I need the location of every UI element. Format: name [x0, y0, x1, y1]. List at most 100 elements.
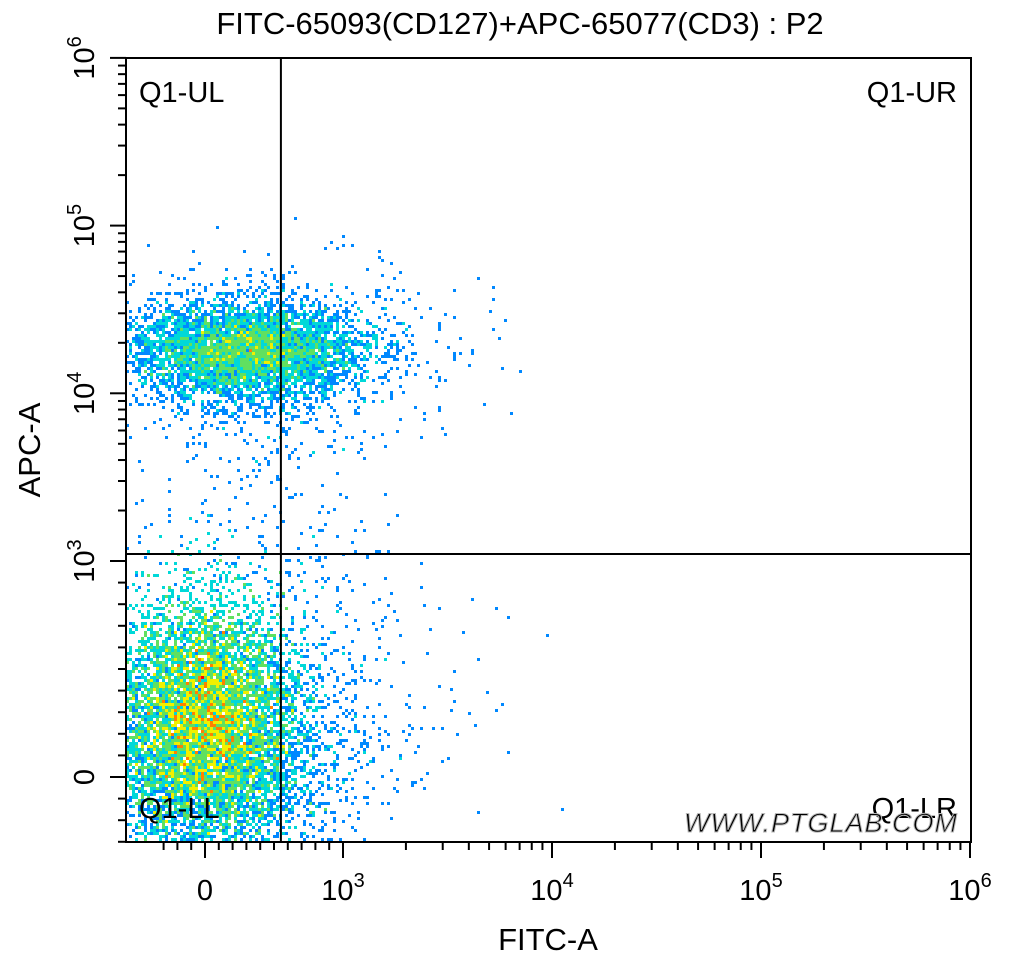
- event-cell: [156, 706, 159, 709]
- event-cell: [375, 295, 378, 298]
- event-cell: [225, 295, 228, 298]
- event-cell: [213, 694, 216, 697]
- event-cell: [291, 319, 294, 322]
- event-cell: [291, 694, 294, 697]
- event-cell: [195, 376, 198, 379]
- event-cell: [249, 667, 252, 670]
- event-cell: [255, 688, 258, 691]
- event-cell: [282, 334, 285, 337]
- event-cell: [294, 391, 297, 394]
- event-cell: [243, 673, 246, 676]
- event-cell: [180, 664, 183, 667]
- event-cell: [243, 745, 246, 748]
- event-cell: [231, 343, 234, 346]
- event-cell: [132, 319, 135, 322]
- event-cell: [240, 331, 243, 334]
- event-cell: [207, 637, 210, 640]
- event-cell: [261, 652, 264, 655]
- event-cell: [255, 355, 258, 358]
- event-cell: [282, 355, 285, 358]
- event-cell: [192, 319, 195, 322]
- event-cell: [168, 703, 171, 706]
- event-cell: [237, 745, 240, 748]
- event-cell: [129, 622, 132, 625]
- event-cell: [225, 682, 228, 685]
- event-cell: [273, 664, 276, 667]
- event-cell: [132, 709, 135, 712]
- event-cell: [309, 361, 312, 364]
- event-cell: [315, 325, 318, 328]
- event-cell: [156, 715, 159, 718]
- event-cell: [243, 586, 246, 589]
- event-cell: [198, 724, 201, 727]
- event-cell: [423, 412, 426, 415]
- event-cell: [414, 373, 417, 376]
- event-cell: [273, 304, 276, 307]
- event-cell: [273, 385, 276, 388]
- event-cell: [378, 376, 381, 379]
- event-cell: [453, 289, 456, 292]
- event-cell: [285, 700, 288, 703]
- event-cell: [231, 712, 234, 715]
- event-cell: [315, 376, 318, 379]
- event-cell: [183, 655, 186, 658]
- event-cell: [198, 709, 201, 712]
- event-cell: [267, 664, 270, 667]
- event-cell: [324, 397, 327, 400]
- event-cell: [243, 361, 246, 364]
- event-cell: [180, 394, 183, 397]
- event-cell: [276, 331, 279, 334]
- event-cell: [150, 604, 153, 607]
- event-cell: [255, 646, 258, 649]
- event-cell: [285, 709, 288, 712]
- event-cell: [129, 730, 132, 733]
- event-cell: [213, 304, 216, 307]
- event-cell: [219, 739, 222, 742]
- event-cell: [222, 730, 225, 733]
- event-cell: [168, 310, 171, 313]
- event-cell: [237, 667, 240, 670]
- event-cell: [216, 304, 219, 307]
- event-cell: [153, 352, 156, 355]
- event-cell: [219, 580, 222, 583]
- event-cell: [177, 712, 180, 715]
- event-cell: [171, 625, 174, 628]
- event-cell: [189, 361, 192, 364]
- event-cell: [204, 361, 207, 364]
- event-cell: [258, 310, 261, 313]
- event-cell: [303, 349, 306, 352]
- event-cell: [300, 340, 303, 343]
- event-cell: [363, 364, 366, 367]
- event-cell: [156, 730, 159, 733]
- event-cell: [159, 271, 162, 274]
- event-cell: [390, 343, 393, 346]
- event-cell: [189, 343, 192, 346]
- event-cell: [312, 346, 315, 349]
- event-cell: [180, 535, 183, 538]
- event-cell: [243, 316, 246, 319]
- event-cell: [189, 325, 192, 328]
- event-cell: [324, 346, 327, 349]
- event-cell: [216, 673, 219, 676]
- event-cell: [354, 550, 357, 553]
- event-cell: [351, 679, 354, 682]
- event-cell: [195, 520, 198, 523]
- event-cell: [390, 394, 393, 397]
- event-cell: [297, 343, 300, 346]
- event-cell: [195, 718, 198, 721]
- event-cell: [159, 622, 162, 625]
- event-cell: [294, 328, 297, 331]
- event-cell: [222, 385, 225, 388]
- event-cell: [300, 562, 303, 565]
- event-cell: [186, 298, 189, 301]
- event-cell: [402, 346, 405, 349]
- event-cell: [348, 712, 351, 715]
- event-cell: [234, 640, 237, 643]
- event-cell: [321, 346, 324, 349]
- event-cell: [255, 664, 258, 667]
- event-cell: [234, 664, 237, 667]
- event-cell: [231, 730, 234, 733]
- event-cell: [240, 313, 243, 316]
- event-cell: [354, 301, 357, 304]
- event-cell: [369, 334, 372, 337]
